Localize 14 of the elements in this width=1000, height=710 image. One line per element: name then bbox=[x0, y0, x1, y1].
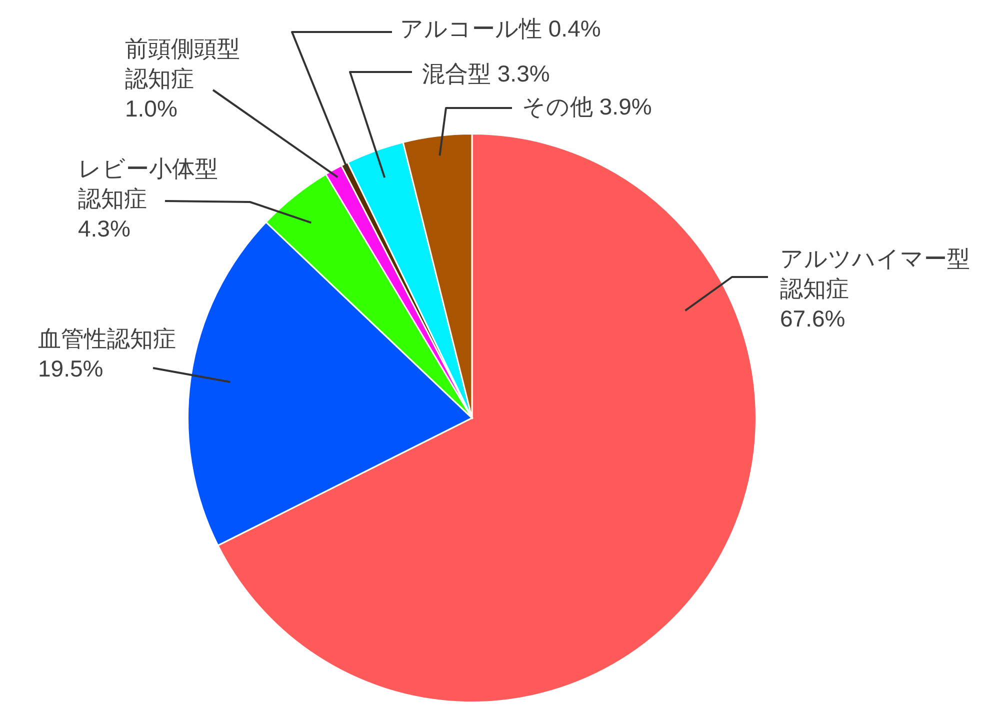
data-label: 3.9% bbox=[599, 93, 652, 120]
slice-label: 前頭側頭型認知症 bbox=[125, 35, 240, 92]
data-label: 19.5% bbox=[38, 355, 104, 382]
data-label: 67.6% bbox=[780, 305, 846, 332]
data-label: 0.4% bbox=[548, 15, 601, 42]
slice-label: 混合型 bbox=[422, 60, 491, 86]
data-label: 3.3% bbox=[497, 60, 550, 86]
slice-label: その他 bbox=[522, 93, 593, 120]
data-label: 1.0% bbox=[125, 95, 178, 122]
data-label: 4.3% bbox=[78, 215, 130, 242]
slice-label: レビー小体型認知症 bbox=[78, 155, 218, 212]
slice-label: 血管性認知症 bbox=[38, 325, 176, 352]
slice-label: アルツハイマー型認知症 bbox=[780, 245, 970, 302]
slice-label: アルコール性 bbox=[400, 15, 542, 42]
